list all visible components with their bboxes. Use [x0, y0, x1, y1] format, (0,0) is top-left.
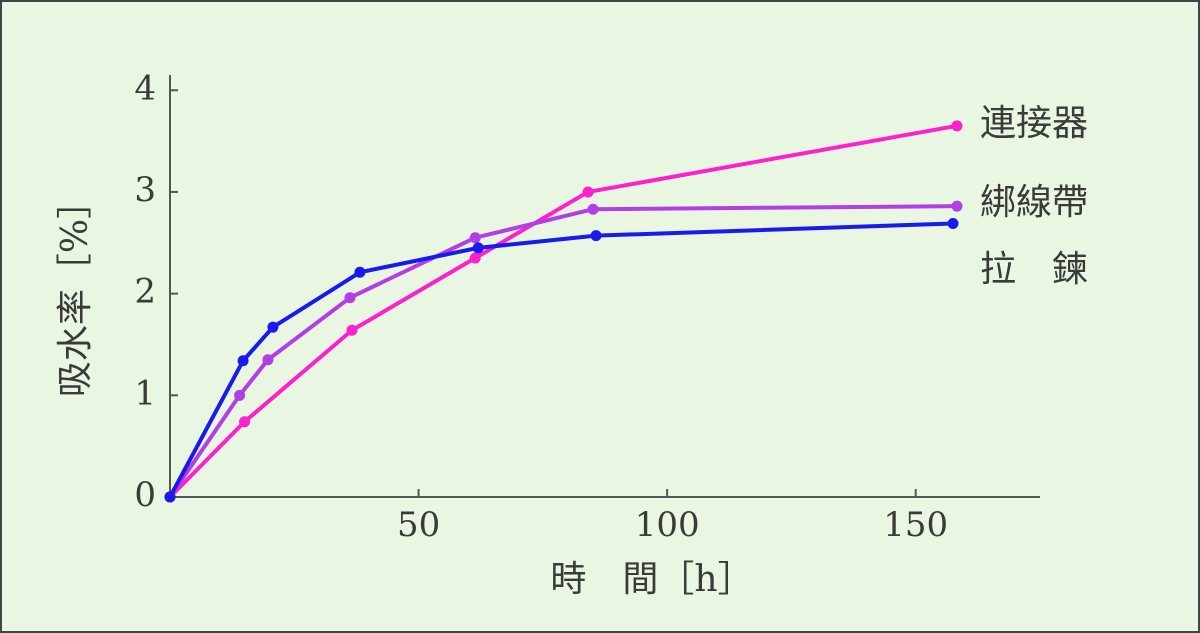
point [164, 491, 176, 503]
series-label: 綁線帶 [980, 182, 1088, 223]
point [582, 186, 594, 198]
point [239, 416, 251, 428]
point [234, 389, 246, 401]
point [267, 321, 279, 333]
point [590, 230, 602, 242]
series-label: 連接器 [980, 103, 1088, 144]
y-tick-label: 4 [134, 68, 156, 108]
series-line [168, 123, 958, 499]
point [587, 203, 599, 215]
point [947, 217, 959, 229]
y-axis-label: 吸水率［%］ [55, 183, 96, 397]
point [346, 324, 358, 336]
point [237, 355, 249, 367]
x-tick-label: 100 [635, 505, 700, 545]
series-label: 拉 鍊 [980, 249, 1088, 290]
point [262, 354, 274, 366]
point [469, 252, 481, 264]
y-tick-label: 3 [134, 170, 156, 210]
point [344, 292, 356, 304]
point [951, 120, 963, 132]
x-axis-label: 時 間［h］ [550, 559, 753, 600]
point [354, 266, 366, 278]
y-tick-label: 1 [134, 373, 156, 413]
y-tick-label: 0 [134, 475, 156, 515]
x-tick-label: 50 [397, 505, 440, 545]
point [472, 242, 484, 254]
point [469, 232, 481, 244]
y-tick-label: 2 [134, 272, 156, 312]
x-tick-label: 150 [883, 505, 948, 545]
point [951, 200, 963, 212]
